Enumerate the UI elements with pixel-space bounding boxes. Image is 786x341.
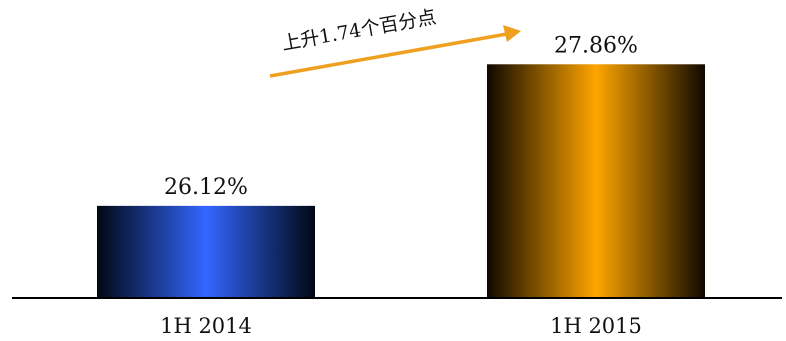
increase-arrow (269, 32, 508, 78)
increase-annotation: 上升1.74个百分点 (269, 6, 521, 78)
category-label: 1H 2014 (160, 314, 252, 338)
data-label: 27.86% (554, 33, 638, 58)
increase-arrow-head (503, 25, 521, 42)
bar-1h-2015 (487, 64, 705, 297)
category-label: 1H 2015 (550, 314, 642, 338)
annotation-text: 上升1.74个百分点 (280, 6, 438, 55)
bar-1h-2014 (97, 205, 315, 297)
data-label: 26.12% (164, 175, 248, 200)
